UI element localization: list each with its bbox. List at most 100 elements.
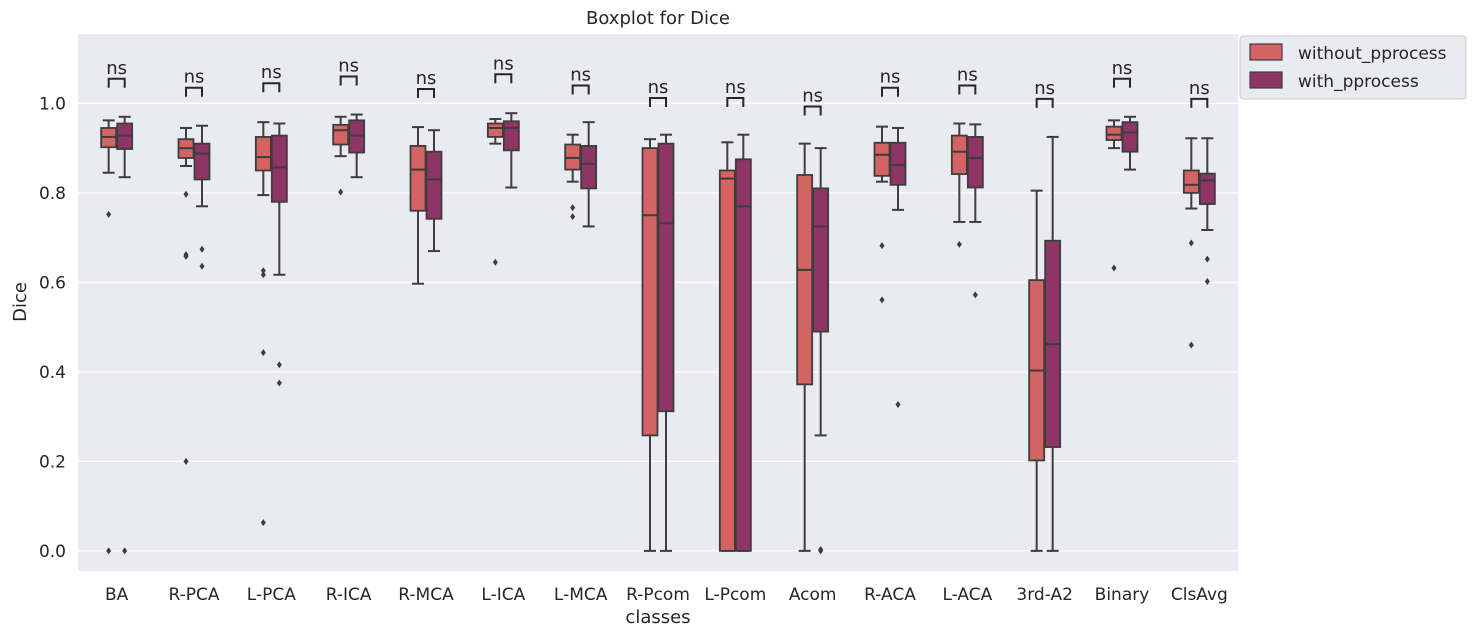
iqr-box: [734, 158, 752, 552]
legend-swatch-with-pprocess: [1249, 71, 1283, 89]
significance-bracket: [107, 77, 126, 88]
outlier-point: [570, 213, 576, 221]
outlier-point: [895, 401, 901, 409]
significance-label: ns: [261, 62, 282, 83]
box-with_pprocess-3rd-A2: [1044, 135, 1062, 552]
x-tick-label: R-ICA: [326, 585, 372, 605]
outlier-point: [183, 190, 189, 198]
box-without_pprocess-L-ICA: [486, 118, 504, 266]
box-without_pprocess-R-MCA: [409, 126, 427, 285]
outlier-point: [260, 519, 266, 527]
x-tick-label: R-Pcom: [626, 585, 690, 605]
significance-bracket: [339, 75, 358, 86]
x-axis-label: classes: [625, 607, 690, 628]
outlier-point: [260, 271, 266, 279]
iqr-box: [796, 174, 814, 386]
y-tick-label: 0.6: [39, 273, 66, 293]
iqr-box: [657, 142, 675, 413]
iqr-box: [641, 147, 659, 437]
outlier-point: [106, 210, 112, 218]
x-tick-label: L-MCA: [554, 585, 608, 605]
significance-bracket: [1190, 97, 1209, 108]
box-with_pprocess-Acom: [812, 147, 830, 555]
significance-label: ns: [802, 85, 823, 106]
legend-frame: [1239, 35, 1467, 100]
y-tick-labels: 0.0 0.2 0.4 0.6 0.8 1.0: [39, 94, 66, 562]
outlier-point: [1204, 277, 1210, 285]
x-tick-label: R-PCA: [168, 585, 219, 605]
iqr-box: [1182, 169, 1200, 194]
box-with_pprocess-R-ICA: [348, 113, 366, 179]
outlier-point: [199, 245, 205, 253]
significance-bracket: [1035, 97, 1054, 108]
box-without_pprocess-R-ICA: [332, 115, 350, 196]
significance-label: ns: [648, 77, 669, 98]
y-tick-label: 0.0: [39, 542, 66, 562]
legend-label-without-pprocess: without_pprocess: [1298, 44, 1447, 64]
significance-label: ns: [725, 77, 746, 98]
significance-label: ns: [338, 56, 359, 77]
outlier-point: [276, 361, 282, 369]
box-without_pprocess-R-PCA: [177, 126, 195, 465]
significance-bracket: [1113, 77, 1131, 88]
significance-annotations: ns ns ns ns ns ns ns ns ns ns ns ns ns ns ns: [106, 53, 1210, 116]
outlier-point: [276, 379, 282, 387]
x-tick-labels: BA R-PCA L-PCA R-ICA R-MCA L-ICA L-MCA R-Pcom L-…: [105, 585, 1228, 605]
iqr-box: [254, 136, 272, 172]
significance-label: ns: [1034, 78, 1055, 99]
y-tick-label: 0.8: [39, 184, 66, 204]
box-with_pprocess-ClsAvg: [1198, 137, 1216, 285]
iqr-box: [502, 120, 520, 152]
box-with_pprocess-R-ACA: [889, 126, 907, 409]
box-with_pprocess-L-ICA: [502, 112, 520, 189]
iqr-box: [1198, 172, 1216, 205]
x-tick-label: 3rd-A2: [1016, 585, 1073, 605]
box-without_pprocess-ClsAvg: [1182, 137, 1200, 349]
box-without_pprocess-Acom: [796, 142, 814, 552]
box-with_pprocess-Binary: [1121, 115, 1139, 171]
x-tick-label: R-MCA: [398, 585, 454, 605]
y-tick-label: 0.2: [39, 452, 66, 472]
outlier-point: [122, 547, 128, 555]
x-tick-label: L-ICA: [481, 585, 525, 605]
box-without_pprocess-3rd-A2: [1028, 189, 1046, 552]
significance-label: ns: [957, 64, 978, 85]
significance-bracket: [803, 105, 822, 116]
iqr-box: [1121, 121, 1139, 153]
outlier-point: [199, 262, 205, 270]
box-with_pprocess-R-MCA: [425, 129, 443, 253]
significance-label: ns: [493, 53, 514, 74]
boxes: [100, 112, 1216, 555]
x-tick-label: Binary: [1095, 585, 1150, 605]
iqr-box: [1105, 125, 1123, 141]
significance-bracket: [726, 96, 745, 107]
significance-bracket: [881, 86, 899, 97]
outlier-point: [1188, 341, 1194, 349]
box-with_pprocess-L-MCA: [580, 121, 598, 228]
outlier-point: [106, 547, 112, 555]
outlier-point: [492, 258, 498, 266]
x-tick-label: ClsAvg: [1171, 585, 1228, 605]
box-without_pprocess-BA: [100, 119, 118, 555]
legend-label-with-pprocess: with_pprocess: [1298, 72, 1419, 92]
legend: without_pprocess with_pprocess: [1239, 35, 1467, 100]
box-without_pprocess-R-Pcom: [641, 138, 659, 552]
significance-bracket: [958, 84, 977, 95]
outlier-point: [260, 349, 266, 357]
outlier-point: [183, 457, 189, 465]
legend-swatch-without-pprocess: [1249, 43, 1283, 61]
iqr-box: [332, 123, 350, 146]
x-tick-label: BA: [105, 585, 129, 605]
outlier-point: [338, 188, 344, 196]
x-tick-label: L-ACA: [942, 585, 992, 605]
outlier-point: [1188, 239, 1194, 247]
box-with_pprocess-L-PCA: [270, 122, 288, 387]
y-tick-label: 0.4: [39, 363, 66, 383]
significance-label: ns: [1112, 58, 1133, 79]
significance-label: ns: [106, 58, 127, 79]
box-without_pprocess-L-Pcom: [718, 141, 736, 552]
iqr-box: [409, 144, 427, 212]
box-with_pprocess-R-PCA: [193, 124, 211, 270]
box-without_pprocess-L-MCA: [564, 133, 582, 221]
box-with_pprocess-BA: [116, 115, 134, 555]
